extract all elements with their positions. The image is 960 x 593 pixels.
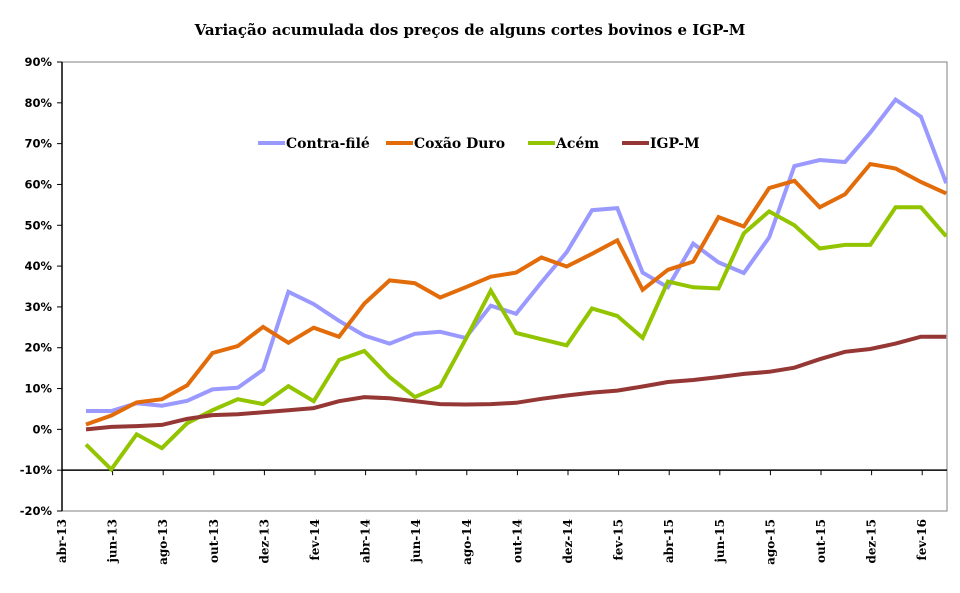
x-tick-label: fev-14	[308, 519, 322, 560]
legend-label: Coxão Duro	[414, 135, 505, 152]
legend-label: Contra-filé	[286, 136, 370, 152]
series-igp-m	[85, 334, 947, 432]
series-acem	[84, 205, 948, 473]
x-tick-label: ago-13	[156, 519, 170, 565]
y-tick-label: 50%	[24, 218, 52, 232]
series-line-acem	[84, 205, 948, 473]
x-tick-label: jun-15	[713, 519, 727, 563]
y-tick-label: 0%	[32, 422, 52, 436]
legend-label: Acém	[555, 136, 599, 152]
y-tick-label: 30%	[24, 300, 52, 314]
series-line-igp-m	[85, 334, 947, 432]
y-tick-label: 70%	[24, 137, 52, 151]
y-tick-label: -20%	[20, 504, 53, 518]
y-tick-label: 20%	[24, 341, 52, 355]
series-contra-file	[86, 96, 949, 413]
series-line-coxao-duro	[85, 161, 948, 427]
y-tick-label: 40%	[24, 259, 52, 273]
x-tick-label: ago-14	[460, 519, 474, 565]
y-tick-label: 80%	[24, 96, 52, 110]
x-tick-label: abr-13	[55, 519, 69, 563]
x-tick-label: dez-13	[257, 519, 271, 564]
x-tick-label: out-14	[510, 519, 524, 563]
series-coxao-duro	[85, 161, 948, 427]
x-tick-label: abr-14	[359, 519, 373, 563]
y-tick-label: 10%	[24, 382, 52, 396]
axes: -20% -10% 0% 10% 20% 30% 40% 50% 60% 70% 80% 90% abr…	[20, 55, 947, 565]
series-lines	[84, 96, 949, 473]
legend: Contra-filé Coxão Duro Acém IGP-M	[258, 135, 700, 152]
x-tick-label: out-13	[207, 519, 221, 563]
x-tick-label: dez-14	[561, 519, 575, 564]
legend-label: IGP-M	[650, 136, 700, 152]
legend-item-igp-m: IGP-M	[622, 136, 700, 152]
y-tick-label: 60%	[24, 177, 52, 191]
x-tick-label: ago-15	[763, 519, 777, 565]
chart-title: Variação acumulada dos preços de alguns …	[194, 21, 746, 39]
series-line-contra-file	[86, 96, 949, 413]
x-tick-label: out-15	[814, 519, 828, 563]
legend-item-coxao-duro: Coxão Duro	[386, 135, 505, 152]
plot-area-frame	[61, 61, 948, 512]
x-tick-label: jun-14	[409, 519, 423, 563]
legend-item-contra-file: Contra-filé	[258, 136, 370, 152]
x-tick-label: fev-15	[612, 519, 626, 560]
x-tick-label: jun-13	[106, 519, 120, 563]
y-tick-label: -10%	[20, 463, 53, 477]
y-tick-label: 90%	[24, 55, 52, 69]
x-tick-label: abr-15	[662, 519, 676, 563]
legend-item-acem: Acém	[528, 136, 599, 152]
x-tick-label: dez-15	[865, 519, 879, 564]
x-tick-label: fev-16	[915, 519, 929, 560]
